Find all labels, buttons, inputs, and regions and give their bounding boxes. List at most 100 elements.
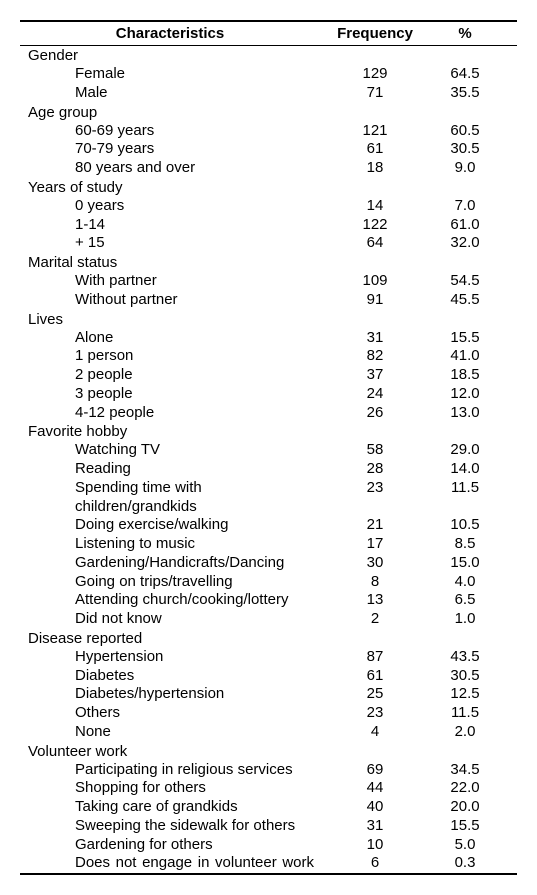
row-label: Reading xyxy=(20,460,320,479)
row-percent: 29.0 xyxy=(430,441,500,460)
row-percent: 64.5 xyxy=(430,65,500,84)
data-row: Does not engage in volunteer work60.3 xyxy=(20,854,517,873)
row-label: Male xyxy=(20,84,320,103)
data-row: With partner10954.5 xyxy=(20,272,517,291)
data-row: Gardening for others105.0 xyxy=(20,836,517,855)
row-percent: 14.0 xyxy=(430,460,500,479)
row-label: Did not know xyxy=(20,610,320,629)
row-percent: 0.3 xyxy=(430,854,500,873)
data-row: Taking care of grandkids4020.0 xyxy=(20,798,517,817)
row-label: Alone xyxy=(20,329,320,348)
row-label: Hypertension xyxy=(20,648,320,667)
data-row: 3 people2412.0 xyxy=(20,385,517,404)
data-row: Doing exercise/walking2110.5 xyxy=(20,516,517,535)
row-frequency: 24 xyxy=(320,385,430,404)
row-label: Gardening/Handicrafts/Dancing xyxy=(20,554,320,573)
row-frequency: 121 xyxy=(320,122,430,141)
row-label: 4-12 people xyxy=(20,404,320,423)
row-label: With partner xyxy=(20,272,320,291)
group-title: Volunteer work xyxy=(20,742,517,761)
row-frequency: 64 xyxy=(320,234,430,253)
row-frequency: 61 xyxy=(320,667,430,686)
row-label: Going on trips/travelling xyxy=(20,573,320,592)
row-label: 0 years xyxy=(20,197,320,216)
row-percent: 18.5 xyxy=(430,366,500,385)
data-row: Shopping for others4422.0 xyxy=(20,779,517,798)
row-label: Without partner xyxy=(20,291,320,310)
data-row: 1 person8241.0 xyxy=(20,347,517,366)
row-frequency: 23 xyxy=(320,479,430,498)
data-row: Alone3115.5 xyxy=(20,329,517,348)
row-frequency: 37 xyxy=(320,366,430,385)
row-percent: 45.5 xyxy=(430,291,500,310)
row-percent: 54.5 xyxy=(430,272,500,291)
header-characteristics: Characteristics xyxy=(20,25,320,42)
row-percent: 11.5 xyxy=(430,704,500,723)
header-frequency: Frequency xyxy=(320,25,430,42)
row-frequency: 44 xyxy=(320,779,430,798)
data-row: 2 people3718.5 xyxy=(20,366,517,385)
row-percent: 4.0 xyxy=(430,573,500,592)
row-label: Spending time with children/grandkids xyxy=(20,479,320,517)
row-percent: 34.5 xyxy=(430,761,500,780)
row-frequency: 82 xyxy=(320,347,430,366)
row-frequency: 10 xyxy=(320,836,430,855)
row-label: Watching TV xyxy=(20,441,320,460)
group-title: Lives xyxy=(20,310,517,329)
data-row: 60-69 years12160.5 xyxy=(20,122,517,141)
row-percent: 30.5 xyxy=(430,140,500,159)
row-frequency: 31 xyxy=(320,817,430,836)
row-frequency: 109 xyxy=(320,272,430,291)
row-frequency: 87 xyxy=(320,648,430,667)
row-frequency: 91 xyxy=(320,291,430,310)
row-label: Attending church/cooking/lottery xyxy=(20,591,320,610)
row-frequency: 40 xyxy=(320,798,430,817)
row-label: None xyxy=(20,723,320,742)
row-frequency: 13 xyxy=(320,591,430,610)
row-percent: 13.0 xyxy=(430,404,500,423)
row-frequency: 26 xyxy=(320,404,430,423)
row-label: Sweeping the sidewalk for others xyxy=(20,817,320,836)
data-row: None42.0 xyxy=(20,723,517,742)
header-percent: % xyxy=(430,25,500,42)
data-row: Others2311.5 xyxy=(20,704,517,723)
row-percent: 2.0 xyxy=(430,723,500,742)
row-label: 2 people xyxy=(20,366,320,385)
row-frequency: 8 xyxy=(320,573,430,592)
row-percent: 7.0 xyxy=(430,197,500,216)
row-frequency: 61 xyxy=(320,140,430,159)
row-percent: 9.0 xyxy=(430,159,500,178)
data-row: Hypertension8743.5 xyxy=(20,648,517,667)
row-percent: 11.5 xyxy=(430,479,500,498)
row-frequency: 23 xyxy=(320,704,430,723)
row-percent: 10.5 xyxy=(430,516,500,535)
group-title: Disease reported xyxy=(20,629,517,648)
characteristics-table: Characteristics Frequency % GenderFemale… xyxy=(20,20,517,875)
group-title: Gender xyxy=(20,46,517,65)
data-row: Attending church/cooking/lottery136.5 xyxy=(20,591,517,610)
row-percent: 30.5 xyxy=(430,667,500,686)
row-percent: 1.0 xyxy=(430,610,500,629)
row-percent: 35.5 xyxy=(430,84,500,103)
row-frequency: 14 xyxy=(320,197,430,216)
row-label: 3 people xyxy=(20,385,320,404)
group-title: Age group xyxy=(20,103,517,122)
data-row: 0 years147.0 xyxy=(20,197,517,216)
row-label: Female xyxy=(20,65,320,84)
data-row: Spending time with children/grandkids231… xyxy=(20,479,517,517)
table-header: Characteristics Frequency % xyxy=(20,22,517,46)
data-row: 70-79 years6130.5 xyxy=(20,140,517,159)
data-row: 80 years and over189.0 xyxy=(20,159,517,178)
row-label: Taking care of grandkids xyxy=(20,798,320,817)
row-label: 80 years and over xyxy=(20,159,320,178)
group-title: Years of study xyxy=(20,178,517,197)
data-row: Diabetes/hypertension2512.5 xyxy=(20,685,517,704)
row-percent: 20.0 xyxy=(430,798,500,817)
row-label: Shopping for others xyxy=(20,779,320,798)
row-percent: 15.5 xyxy=(430,329,500,348)
row-label: Participating in religious services xyxy=(20,761,320,780)
data-row: Reading2814.0 xyxy=(20,460,517,479)
row-frequency: 31 xyxy=(320,329,430,348)
row-label: Others xyxy=(20,704,320,723)
table-body: GenderFemale12964.5Male7135.5Age group60… xyxy=(20,46,517,873)
